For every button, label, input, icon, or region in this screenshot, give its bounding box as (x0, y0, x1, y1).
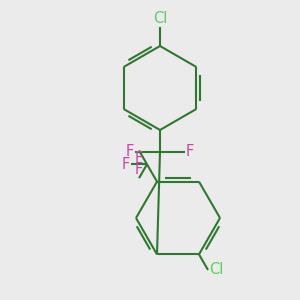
Text: F: F (135, 152, 143, 166)
Text: Cl: Cl (209, 262, 224, 278)
Text: F: F (135, 162, 143, 177)
Text: F: F (186, 145, 194, 160)
Text: F: F (122, 157, 130, 172)
Text: F: F (126, 145, 134, 160)
Text: Cl: Cl (153, 11, 167, 26)
